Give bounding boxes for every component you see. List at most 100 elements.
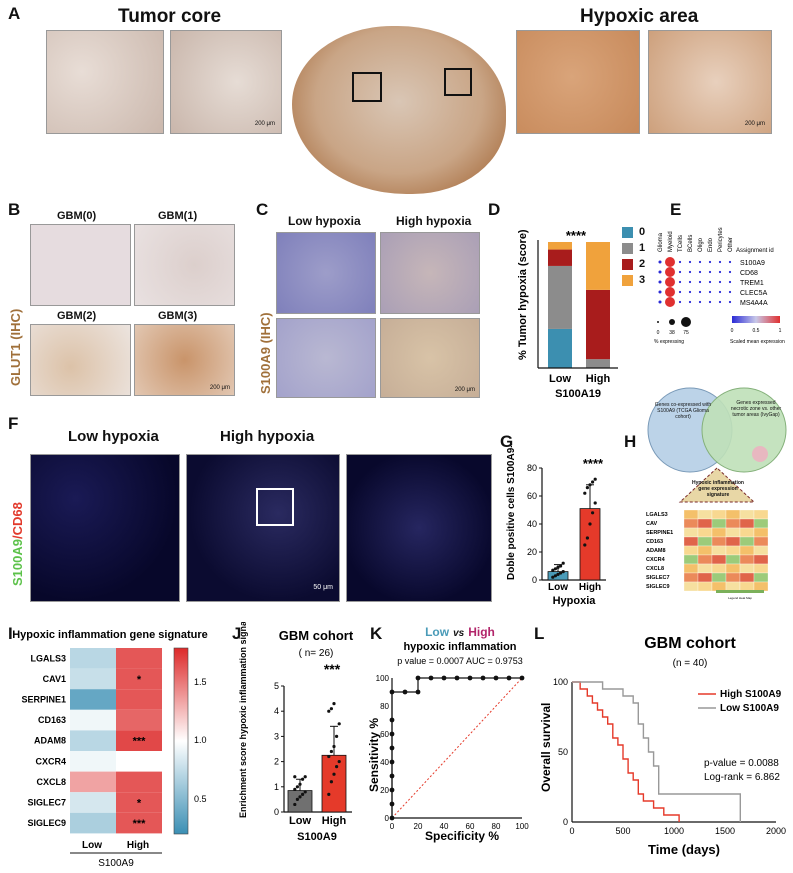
s100a9-image-low-2 [276, 318, 376, 398]
data-point [553, 567, 557, 571]
chart-e-size-tick-1: 38 [669, 330, 675, 336]
signature-heatmap-cell [725, 545, 741, 556]
bar [287, 790, 313, 813]
expression-dot [708, 300, 712, 304]
reference-line [391, 677, 523, 819]
x-tick-label: 100 [515, 822, 529, 831]
heatmap-cell [70, 792, 116, 813]
data-point [551, 568, 555, 572]
expression-dot [658, 260, 662, 264]
data-point [561, 570, 565, 574]
chart-j-title: GBM cohort [279, 628, 354, 643]
data-point [329, 780, 333, 784]
signature-heatmap-cell [683, 572, 699, 583]
data-point [559, 564, 563, 568]
chart-d-ylabel: % Tumor hypoxia (score) [517, 229, 529, 360]
venn-right-label: Genes expressed necrotic zone vs. other … [730, 400, 782, 418]
glut1-image-gbm3: 200 μm [134, 324, 235, 396]
venn-left-label: Genes co-expressed with S100A9 (TCGA Gli… [654, 402, 712, 420]
expression-dot [708, 290, 712, 294]
signature-heatmap-cell [711, 527, 727, 538]
signature-heatmap-cell [725, 554, 741, 565]
heatmap-cell [70, 689, 116, 710]
chart-g-xlabel: Hypoxia [553, 595, 597, 607]
if-image-zoom [346, 454, 492, 602]
chart-i-col-high: High [127, 840, 149, 851]
signature-heatmap-cell [683, 563, 699, 574]
expression-dot [688, 260, 692, 264]
roc-point [389, 717, 395, 723]
bar [321, 754, 347, 813]
data-point [588, 522, 592, 526]
roc-point [389, 815, 395, 821]
expression-dot [658, 300, 662, 304]
data-point [588, 483, 592, 487]
data-point [335, 765, 339, 769]
roc-point [389, 773, 395, 779]
diagram-h: Genes co-expressed with S100A9 (TCGA Gli… [646, 387, 787, 600]
chart-l-pvalue: p-value = 0.0088 [704, 758, 779, 769]
chart-g-xtick-low: Low [548, 582, 568, 593]
chart-k-title-low: Low [425, 625, 450, 639]
heatmap-cell [116, 648, 162, 669]
heatmap-row-label: SIGLEC7 [27, 798, 66, 808]
signature-heatmap-cell [697, 554, 713, 565]
scale-bar-label: 200 μm [454, 387, 475, 393]
chart-l-subtitle: (n = 40) [673, 658, 708, 669]
signature-heatmap-cell [697, 518, 713, 529]
panel-label-j: J [232, 624, 242, 643]
panel-c-col-low: Low hypoxia [288, 214, 361, 228]
significance-star: * [137, 798, 142, 810]
bar [579, 508, 601, 581]
heatmap-cell [70, 730, 116, 751]
heatmap-cell [70, 709, 116, 731]
data-point [303, 775, 307, 779]
expression-dot [665, 257, 675, 267]
signature-heatmap-cell [739, 518, 755, 529]
heatmap-cell [116, 751, 162, 772]
bar-segment [586, 242, 610, 290]
data-point [551, 575, 555, 579]
chart-j-significance: *** [324, 661, 341, 677]
chart-d-significance: **** [566, 228, 587, 243]
scale-bar-label: 50 μm [313, 584, 333, 591]
expression-dot [728, 260, 732, 264]
x-tick-label: 40 [440, 822, 449, 831]
panel-label-b: B [8, 200, 21, 219]
roc-point [493, 675, 499, 681]
chart-l-xlabel: Time (days) [648, 842, 720, 857]
data-point [591, 480, 595, 484]
expression-dot [688, 280, 692, 284]
panel-label-f: F [8, 414, 19, 433]
signature-gene-label: SIGLEC9 [646, 584, 670, 590]
bar-segment [548, 328, 572, 368]
if-image-high-hypoxia: 50 μm [186, 454, 340, 602]
signature-heatmap-cell [683, 509, 699, 520]
data-point [301, 777, 305, 781]
chart-j-subtitle: ( n= 26) [299, 648, 334, 659]
signature-gene-label: CXCL8 [646, 566, 664, 572]
bar-segment [548, 265, 572, 329]
signature-heatmap-cell [739, 527, 755, 538]
signature-heatmap-cell [739, 536, 755, 547]
legend-item-0: 0 [622, 226, 645, 238]
if-inset-box [256, 488, 294, 526]
signature-heatmap-cell [739, 563, 755, 574]
signature-heatmap-cell [725, 563, 741, 574]
signature-heatmap-cell [711, 572, 727, 583]
data-point [329, 707, 333, 711]
heatmap-row-label: LGALS3 [30, 653, 66, 663]
y-tick-label: 1 [274, 782, 279, 792]
signature-heatmap-cell [753, 536, 769, 547]
y-tick-label: 3 [274, 731, 279, 741]
chart-d: **** Low High S100A19 % Tumor hypoxia (s… [517, 228, 618, 400]
x-tick-label: 0 [569, 826, 574, 836]
heatmap-row-label: CXCR4 [35, 756, 66, 766]
signature-heatmap-cell [725, 518, 741, 529]
roc-point [389, 787, 395, 793]
chart-k-subtitle: hypoxic inflammation [403, 641, 516, 653]
signature-heatmap-cell [711, 563, 727, 574]
signature-heatmap-cell [683, 536, 699, 547]
expression-dot [658, 280, 662, 284]
signature-heatmap-cell [753, 572, 769, 583]
